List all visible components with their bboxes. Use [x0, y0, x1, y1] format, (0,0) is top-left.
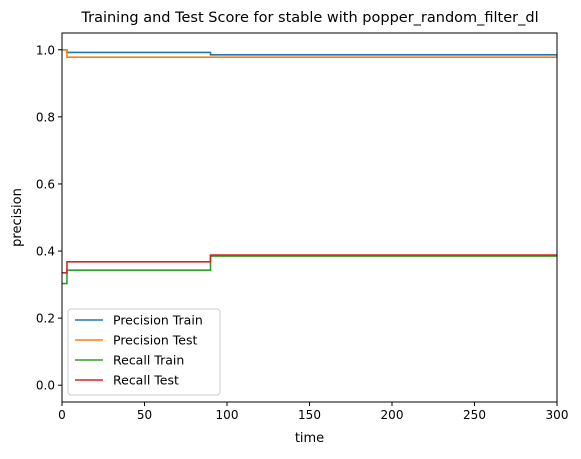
legend-label-recall-test: Recall Test	[113, 373, 179, 388]
series-layer	[62, 48, 557, 285]
x-axis-label: time	[295, 431, 324, 446]
x-tick-label: 150	[298, 408, 321, 422]
y-tick-label: 1.0	[36, 43, 55, 57]
series-line-recall-test	[62, 254, 557, 274]
legend: Precision Train Precision Test Recall Trai…	[67, 308, 221, 396]
y-tick-label: 0.6	[36, 177, 55, 191]
x-tick-label: 0	[58, 408, 66, 422]
legend-label-precision-train: Precision Train	[113, 313, 203, 328]
legend-box	[67, 308, 221, 396]
legend-label-precision-test: Precision Test	[113, 333, 197, 348]
x-tick-label: 300	[546, 408, 569, 422]
y-axis: 0.0 0.2 0.4 0.6 0.8 1.0	[36, 43, 62, 393]
x-tick-label: 50	[137, 408, 152, 422]
y-tick-label: 0.8	[36, 110, 55, 124]
chart-title: Training and Test Score for stable with …	[80, 10, 538, 26]
series-line-recall-train	[62, 255, 557, 285]
series-line-precision-train	[62, 48, 557, 56]
y-axis-label: precision	[10, 188, 25, 247]
x-tick-label: 200	[381, 408, 404, 422]
y-tick-label: 0.4	[36, 245, 55, 259]
x-axis: 0 50 100 150 200 250 300	[58, 402, 568, 422]
x-tick-label: 100	[216, 408, 239, 422]
x-tick-label: 250	[463, 408, 486, 422]
legend-label-recall-train: Recall Train	[113, 353, 184, 368]
series-line-precision-test	[62, 48, 557, 58]
y-tick-label: 0.0	[36, 379, 55, 393]
y-tick-label: 0.2	[36, 312, 55, 326]
